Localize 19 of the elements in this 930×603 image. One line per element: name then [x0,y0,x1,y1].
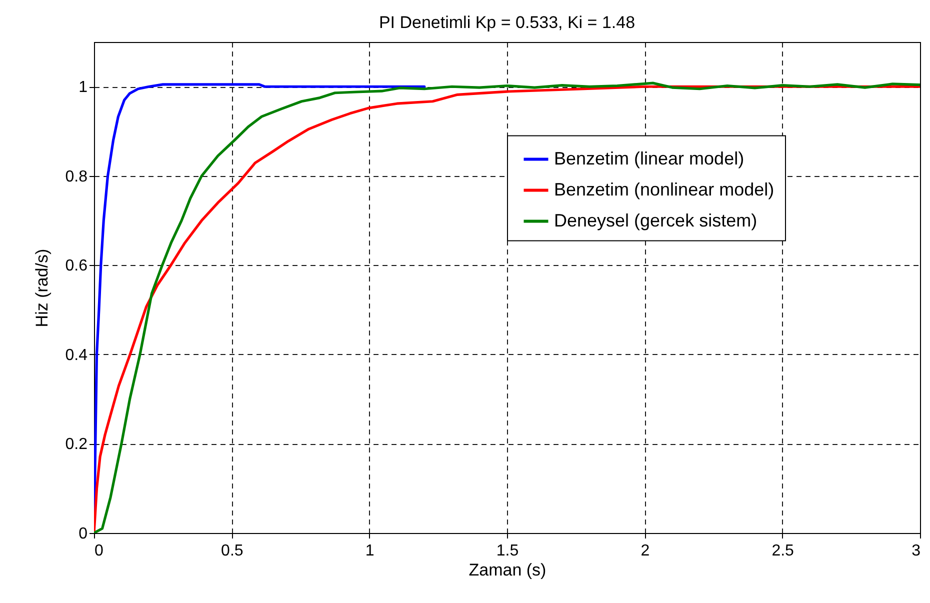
x-tick-label: 0.5 [221,542,244,560]
y-tick-label: 0.4 [65,346,88,364]
legend-label: Benzetim (nonlinear model) [554,179,774,200]
x-tick-label: 0 [94,542,104,560]
chart-title: PI Denetimli Kp = 0.533, Ki = 1.48 [378,13,636,32]
y-tick-label: 0.6 [65,258,88,275]
y-tick-label: 1 [78,79,88,96]
legend-label: Benzetim (linear model) [554,148,744,168]
x-axis-title: Zaman (s) [468,560,546,580]
x-tick-label: 2.5 [772,542,794,560]
y-tick-label: 0.2 [65,436,88,454]
x-tick-label: 2 [640,542,650,560]
legend-label: Deneysel (gercek sistem) [554,210,758,230]
x-tick-label: 1.5 [496,542,519,560]
y-tick-label: 0 [78,526,88,542]
y-axis-title: Hiz (rad/s) [32,248,52,328]
y-tick-label: 0.8 [65,168,88,186]
x-tick-label: 3 [912,542,921,560]
x-tick-label: 1 [365,542,374,560]
